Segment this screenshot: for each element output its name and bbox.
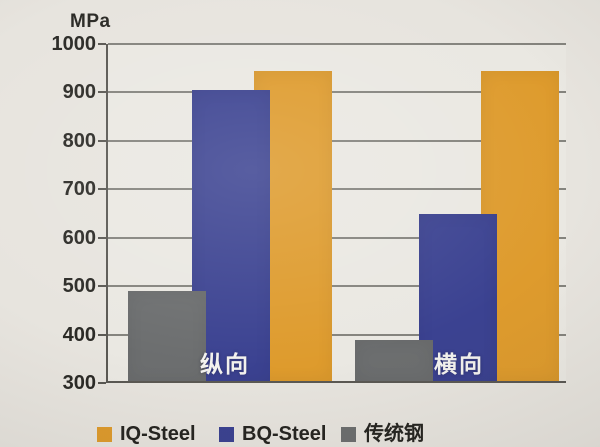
- y-tick-mark-800: [98, 139, 106, 142]
- category-label-transverse: 横向: [434, 351, 484, 377]
- y-tick-mark-700: [98, 188, 106, 191]
- y-axis-unit-label: MPa: [70, 11, 111, 32]
- y-tick-mark-300: [98, 382, 106, 384]
- y-tick-mark-900: [98, 91, 106, 94]
- legend-item-bq-steel: BQ-Steel: [219, 424, 326, 444]
- legend-label-traditional-steel: 传统钢: [364, 423, 424, 445]
- legend-swatch-iq-steel: [97, 426, 112, 442]
- legend-swatch-traditional-steel: [341, 426, 356, 442]
- y-tick-mark-400: [98, 333, 106, 336]
- y-tick-mark-600: [98, 236, 106, 239]
- y-tick-label-1000: 1000: [51, 33, 97, 55]
- bar-traditional-steel-longitudinal: [128, 291, 206, 381]
- y-tick-mark-500: [98, 285, 106, 288]
- y-tick-label-400: 400: [62, 323, 96, 346]
- legend-swatch-bq-steel: [219, 426, 234, 442]
- y-tick-label-800: 800: [62, 129, 96, 152]
- legend-label-bq-steel: BQ-Steel: [242, 423, 327, 445]
- legend-label-iq-steel: IQ-Steel: [120, 423, 196, 445]
- y-tick-label-500: 500: [62, 275, 96, 298]
- plot-area: 纵向 横向: [106, 43, 566, 383]
- y-tick-label-600: 600: [62, 226, 96, 249]
- y-tick-label-300: 300: [62, 372, 96, 394]
- bar-traditional-steel-transverse: [355, 339, 433, 381]
- legend-item-traditional-steel: 传统钢: [341, 424, 424, 444]
- y-tick-mark-1000: [98, 43, 106, 45]
- y-tick-label-900: 900: [62, 81, 96, 104]
- gridline-400: [108, 333, 566, 336]
- gridline-800: [108, 139, 566, 142]
- gridline-600: [108, 236, 566, 239]
- gridline-900: [108, 91, 566, 94]
- gridline-700: [108, 188, 566, 191]
- legend: IQ-Steel BQ-Steel 传统钢: [0, 424, 600, 447]
- legend-item-iq-steel: IQ-Steel: [97, 424, 196, 444]
- y-tick-label-700: 700: [62, 178, 96, 201]
- gridline-500: [108, 285, 566, 288]
- gridline-1000: [108, 43, 566, 45]
- category-label-longitudinal: 纵向: [200, 351, 250, 377]
